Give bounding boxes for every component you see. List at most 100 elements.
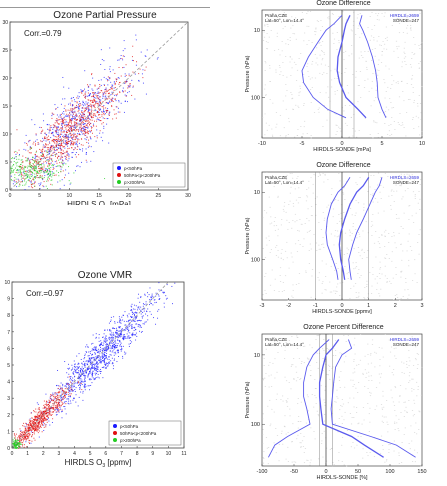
data-point — [42, 410, 44, 412]
data-point — [68, 139, 70, 141]
data-point — [42, 171, 44, 173]
data-point — [21, 443, 23, 445]
data-point — [78, 123, 80, 125]
data-point — [71, 390, 73, 392]
data-point — [146, 292, 148, 294]
background-sample — [381, 347, 383, 349]
data-point — [46, 174, 48, 176]
data-point — [91, 348, 93, 350]
data-point — [41, 423, 43, 425]
background-sample — [289, 40, 291, 42]
background-sample — [337, 199, 339, 201]
data-point — [58, 392, 60, 394]
data-point — [113, 316, 115, 318]
background-sample — [359, 36, 361, 38]
data-point — [33, 159, 35, 161]
background-sample — [406, 363, 408, 365]
data-point — [57, 369, 59, 371]
background-sample — [292, 284, 294, 286]
data-point — [33, 179, 35, 181]
data-point — [45, 171, 47, 173]
data-point — [48, 407, 50, 409]
background-sample — [401, 198, 403, 200]
data-point — [21, 441, 23, 443]
data-point — [130, 309, 132, 311]
data-point — [76, 144, 78, 146]
data-point — [96, 367, 98, 369]
data-point — [112, 362, 114, 364]
data-point — [94, 92, 96, 94]
background-sample — [324, 217, 326, 219]
legend-box — [112, 162, 186, 188]
data-point — [91, 96, 93, 98]
background-sample — [381, 54, 383, 56]
data-point — [76, 133, 78, 135]
data-point — [66, 137, 68, 139]
background-sample — [355, 412, 358, 413]
data-point — [107, 95, 109, 97]
data-point — [85, 360, 87, 362]
background-sample — [265, 62, 267, 64]
background-sample — [328, 364, 330, 366]
data-point — [28, 176, 30, 178]
data-point — [64, 126, 66, 128]
background-sample — [358, 233, 360, 235]
background-sample — [327, 110, 329, 111]
background-sample — [334, 199, 337, 200]
background-sample — [387, 431, 389, 433]
background-sample — [269, 67, 271, 69]
data-point — [62, 150, 64, 152]
data-point — [150, 313, 152, 315]
legend-box — [108, 420, 182, 446]
data-point — [135, 329, 137, 331]
data-point — [32, 165, 34, 167]
data-point — [71, 369, 73, 371]
data-point — [45, 412, 47, 414]
background-sample — [274, 377, 276, 379]
background-sample — [401, 122, 404, 124]
data-point — [39, 426, 41, 428]
data-point — [144, 294, 146, 296]
data-point — [85, 375, 87, 377]
data-point — [42, 163, 44, 165]
background-sample — [297, 230, 299, 231]
data-point — [67, 124, 69, 126]
background-sample — [266, 48, 268, 49]
background-sample — [337, 431, 339, 433]
background-sample — [268, 196, 270, 198]
data-point — [46, 180, 48, 182]
data-point — [115, 94, 117, 96]
data-point — [67, 382, 69, 384]
data-point — [104, 84, 106, 86]
data-point — [70, 136, 72, 138]
data-point — [145, 321, 147, 323]
data-point — [144, 69, 146, 71]
data-point — [73, 398, 75, 400]
data-point — [103, 107, 105, 109]
data-point — [81, 122, 83, 124]
data-point — [14, 440, 16, 442]
data-point — [131, 306, 133, 308]
data-point — [15, 153, 17, 155]
background-sample — [347, 249, 350, 251]
background-sample — [384, 257, 386, 259]
data-point — [33, 437, 35, 439]
x-tick-label: 30 — [185, 193, 191, 199]
data-point — [51, 164, 53, 166]
data-point — [34, 185, 36, 187]
data-point — [77, 97, 79, 99]
data-point — [81, 127, 83, 129]
data-point — [84, 355, 86, 357]
data-point — [52, 407, 54, 409]
data-point — [79, 377, 81, 379]
background-sample — [330, 265, 332, 267]
data-point — [56, 160, 58, 162]
data-point — [16, 443, 18, 445]
data-point — [59, 136, 61, 138]
data-point — [89, 93, 91, 95]
data-point — [13, 443, 15, 445]
data-point — [25, 428, 27, 430]
data-point — [47, 128, 49, 130]
data-point — [57, 123, 59, 125]
